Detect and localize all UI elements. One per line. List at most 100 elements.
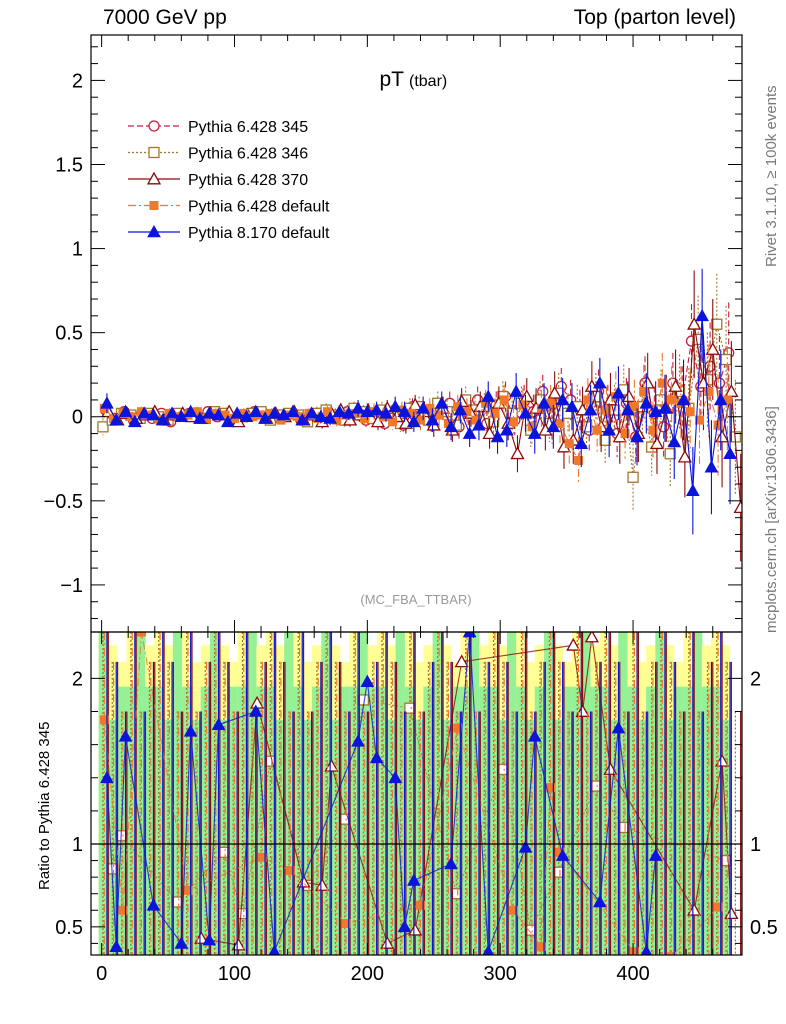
point-4-7 [165, 406, 179, 419]
point-4-62 [676, 392, 691, 406]
ratio-point-4-24 [640, 944, 653, 955]
point-4-45 [518, 406, 533, 419]
point-4-5 [146, 408, 161, 421]
point-4-55 [611, 386, 626, 399]
ratio-ytick-label-r-2: 2 [750, 668, 761, 690]
band-inner-53 [590, 686, 601, 955]
ratio-point-2-8 [454, 654, 469, 668]
point-4-58 [639, 396, 654, 409]
point-2-63 [687, 316, 702, 330]
ratio-series-4 [100, 632, 731, 955]
header-energy: 7000 GeV pp [103, 6, 227, 29]
point-4-9 [183, 404, 198, 417]
point-3-58 [639, 387, 649, 397]
point-2-48 [547, 385, 562, 399]
legend-label-1: Pythia 6.428 346 [188, 146, 308, 163]
point-4-44 [509, 384, 523, 397]
point-3-59 [648, 425, 658, 435]
ratio-series-3 [99, 632, 728, 955]
ratio-point-2-1 [231, 937, 246, 951]
series-4 [100, 268, 737, 535]
axes-group: 0 100 200 300 400 −1 −0.5 0 0.5 1 1.5 2 0.5 0.5 1 1 2 2 [44, 35, 778, 985]
point-4-4 [137, 406, 151, 419]
ratio-point-4-25 [648, 848, 663, 861]
band-inner-17 [256, 686, 267, 955]
point-4-35 [425, 413, 440, 426]
point-2-44 [510, 446, 525, 460]
plot-title-sub: (tbar) [409, 73, 447, 90]
point-4-0 [100, 396, 114, 409]
ratio-point-4-4 [174, 936, 189, 949]
ratio-point-3-6 [341, 919, 351, 929]
ratio-point-2-15 [724, 906, 739, 920]
point-4-40 [472, 418, 486, 431]
point-1-66 [711, 318, 723, 330]
band-inner-61 [664, 719, 675, 955]
ratio-point-4-20 [527, 729, 542, 742]
ratio-point-3-4 [257, 852, 267, 862]
point-4-12 [211, 408, 226, 421]
ratio-point-4-22 [592, 894, 607, 908]
ratio-point-4-13 [388, 770, 403, 784]
band-inner-60 [655, 632, 666, 955]
band-inner-41 [479, 686, 489, 955]
point-3-56 [620, 429, 630, 439]
legend-marker-0 [148, 120, 160, 132]
point-3-24 [322, 407, 332, 417]
band-inner-67 [720, 719, 731, 955]
point-4-50 [565, 399, 579, 412]
point-4-33 [406, 414, 421, 428]
ratio-line-2 [201, 636, 732, 946]
ratio-point-4-12 [369, 750, 384, 764]
ratio-ytick-label-r-1: 1 [750, 834, 761, 856]
ratio-point-2-0 [194, 931, 209, 944]
ratio-point-4-18 [482, 944, 494, 955]
point-2-68 [733, 500, 742, 514]
ratio-point-4-10 [351, 734, 365, 747]
point-4-48 [546, 419, 561, 433]
band-inner-62 [673, 686, 684, 955]
main-ytick-label-4: 1 [72, 239, 83, 261]
point-4-14 [230, 406, 244, 419]
point-3-63 [685, 407, 695, 417]
point-1-61 [664, 448, 676, 460]
ratio-point-2-4 [315, 878, 330, 891]
point-4-65 [704, 460, 719, 473]
point-4-1 [109, 413, 124, 426]
point-2-61 [668, 379, 683, 392]
main-ytick-label-1: −0.5 [44, 491, 83, 513]
main-ytick-label-2: 0 [72, 407, 83, 429]
ratio-point-2-7 [408, 922, 423, 936]
band-inner-13 [219, 719, 230, 955]
band-inner-37 [441, 719, 452, 955]
point-4-23 [313, 409, 328, 423]
ratio-point-4-7 [211, 717, 226, 731]
ratio-point-3-10 [536, 942, 546, 952]
band-inner-5 [145, 686, 155, 955]
band-inner-65 [701, 686, 712, 955]
band-inner-1 [107, 719, 118, 955]
point-3-49 [555, 418, 565, 428]
band-inner-25 [330, 719, 341, 955]
ratio-point-2-14 [714, 753, 730, 767]
ratio-point-4-14 [397, 919, 412, 933]
ratio-series-1 [102, 632, 736, 955]
band-inner-35 [423, 686, 434, 955]
point-4-53 [592, 376, 607, 389]
point-4-6 [155, 413, 170, 426]
ratio-point-3-2 [136, 632, 146, 637]
point-4-25 [332, 404, 347, 417]
ratio-point-4-2 [118, 729, 133, 742]
point-2-62 [677, 449, 692, 463]
point-4-59 [648, 404, 663, 417]
header-process: Top (parton level) [573, 6, 736, 29]
band-inner-23 [312, 686, 322, 955]
band-inner-19 [274, 719, 285, 955]
point-4-31 [388, 399, 403, 412]
band-inner-59 [646, 686, 656, 955]
point-3-44 [508, 417, 518, 427]
point-4-21 [295, 413, 310, 426]
xtick-label-3: 300 [484, 963, 517, 985]
point-4-38 [453, 402, 468, 416]
